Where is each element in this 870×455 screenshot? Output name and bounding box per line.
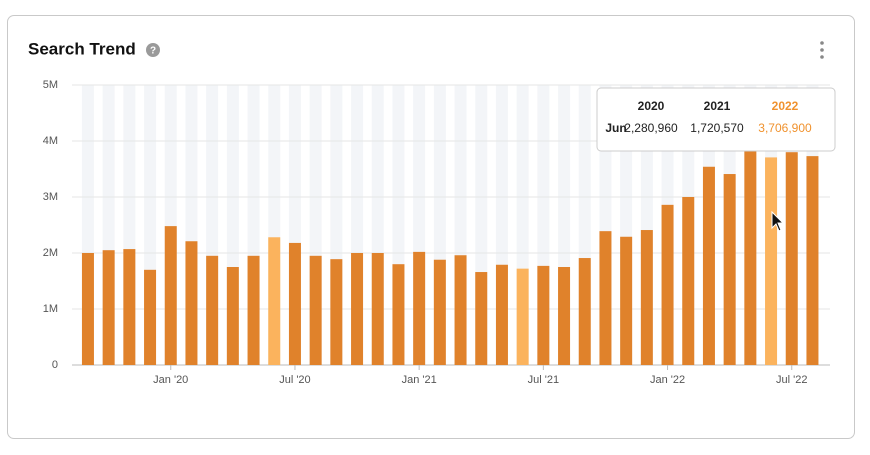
bar	[723, 174, 736, 365]
y-tick-label: 3M	[43, 191, 58, 203]
bar	[351, 253, 364, 365]
chart-title: Search Trend	[28, 39, 136, 58]
bar	[226, 267, 239, 365]
bar	[433, 259, 446, 365]
y-tick-label: 4M	[43, 135, 58, 147]
bar	[102, 250, 115, 365]
tooltip-box	[596, 87, 836, 152]
bar	[123, 249, 136, 365]
bar	[247, 255, 260, 365]
tooltip-header: 2020	[638, 99, 665, 113]
tooltip-value: 2,280,960	[624, 121, 678, 135]
tooltip-header: 2022	[772, 99, 799, 113]
bar	[144, 269, 157, 365]
bar	[682, 197, 695, 365]
bar	[620, 236, 633, 365]
bar	[495, 264, 508, 365]
bar-background	[247, 85, 260, 365]
bar	[537, 265, 550, 365]
bar	[164, 226, 177, 365]
bar	[309, 255, 322, 365]
bar	[475, 272, 488, 365]
tooltip-row-label: Jun	[605, 121, 626, 135]
bar	[599, 231, 612, 365]
bar	[288, 242, 301, 365]
bar	[413, 251, 426, 365]
x-tick-label: Jan '20	[153, 374, 188, 386]
x-tick-label: Jul '22	[776, 374, 807, 386]
tooltip-value: 3,706,900	[758, 121, 812, 135]
x-tick-label: Jan '22	[650, 374, 685, 386]
bar	[806, 156, 819, 365]
svg-text:?: ?	[150, 46, 156, 57]
bar	[81, 253, 94, 365]
tooltip-value: 1,720,570	[690, 121, 744, 135]
bar	[454, 255, 467, 365]
bar	[330, 259, 343, 365]
y-tick-label: 5M	[43, 79, 58, 91]
x-tick-label: Jan '21	[402, 374, 437, 386]
bar	[558, 267, 571, 365]
x-tick-label: Jul '21	[528, 374, 559, 386]
bar	[702, 166, 715, 365]
bar	[516, 268, 529, 365]
menu-button[interactable]	[820, 41, 824, 59]
bar	[392, 264, 405, 365]
bar	[268, 237, 281, 365]
bar	[206, 255, 219, 365]
card	[7, 15, 855, 439]
y-tick-label: 1M	[43, 303, 58, 315]
bar	[661, 204, 674, 365]
help-icon[interactable]: ?	[146, 43, 160, 57]
bar	[640, 230, 653, 365]
bar	[185, 241, 198, 365]
y-tick-label: 0	[52, 359, 58, 371]
x-tick-label: Jul '20	[279, 374, 310, 386]
bar	[765, 157, 778, 365]
tooltip-header: 2021	[704, 99, 731, 113]
y-tick-label: 2M	[43, 247, 58, 259]
cursor	[771, 210, 785, 232]
bar	[744, 148, 757, 365]
bar	[578, 258, 591, 365]
bar	[371, 253, 384, 365]
bar	[785, 152, 798, 365]
